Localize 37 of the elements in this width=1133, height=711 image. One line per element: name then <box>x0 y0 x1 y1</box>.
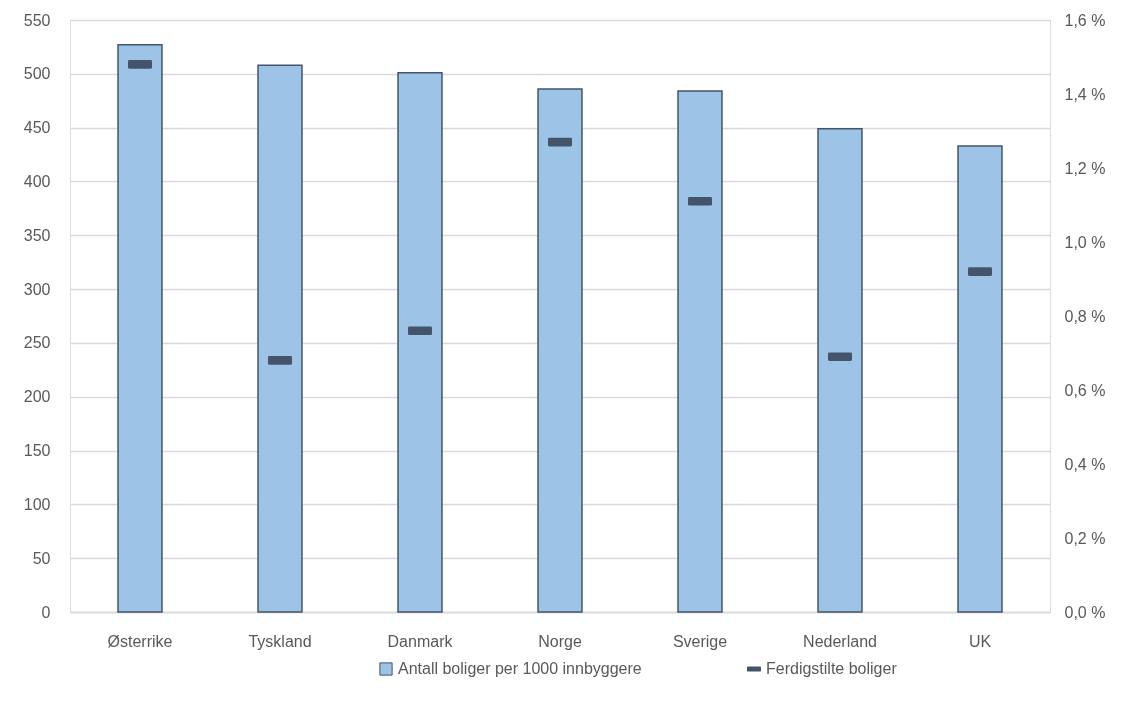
x-tick-label: Nederland <box>803 632 877 650</box>
y-tick-label: 350 <box>23 226 51 244</box>
bar <box>257 64 303 613</box>
y2-tick-label: 1,0 % <box>1064 233 1106 251</box>
bar <box>537 88 583 613</box>
y-tick-label: 250 <box>23 334 51 352</box>
y-tick-label: 400 <box>23 172 51 190</box>
x-tick-label: Sverige <box>672 632 728 650</box>
y2-tick-label: 1,4 % <box>1064 85 1106 103</box>
y2-tick-label: 0,8 % <box>1064 307 1106 325</box>
y-tick-label: 300 <box>23 280 51 298</box>
y2-tick-label: 0,6 % <box>1064 381 1106 399</box>
x-tick-label: UK <box>968 632 992 650</box>
x-tick-label: Danmark <box>387 632 454 650</box>
bar <box>817 127 863 613</box>
bar <box>677 90 723 613</box>
bar <box>957 145 1003 613</box>
y-tick-label: 200 <box>23 388 51 406</box>
y2-tick-label: 1,6 % <box>1064 11 1106 29</box>
y-tick-label: 450 <box>23 119 51 137</box>
x-tick-label: Tyskland <box>248 632 312 650</box>
y2-tick-label: 0,2 % <box>1064 529 1106 547</box>
x-tick-label: Østerrike <box>107 632 173 650</box>
y-tick-label: 500 <box>23 65 51 83</box>
x-tick-label: Norge <box>538 632 582 650</box>
y-tick-label: 0 <box>41 603 51 621</box>
legend-label: Antall boliger per 1000 innbyggere <box>398 660 642 677</box>
y-tick-label: 50 <box>32 549 51 567</box>
bar <box>397 71 443 613</box>
y2-tick-label: 0,0 % <box>1064 603 1106 621</box>
y-tick-label: 100 <box>23 495 51 513</box>
y-tick-label: 550 <box>23 11 51 29</box>
y2-tick-label: 1,2 % <box>1064 159 1106 177</box>
bar <box>117 44 163 613</box>
y2-tick-label: 0,4 % <box>1064 455 1106 473</box>
legend-label: Ferdigstilte boliger <box>766 660 898 677</box>
y-tick-label: 150 <box>23 442 51 460</box>
